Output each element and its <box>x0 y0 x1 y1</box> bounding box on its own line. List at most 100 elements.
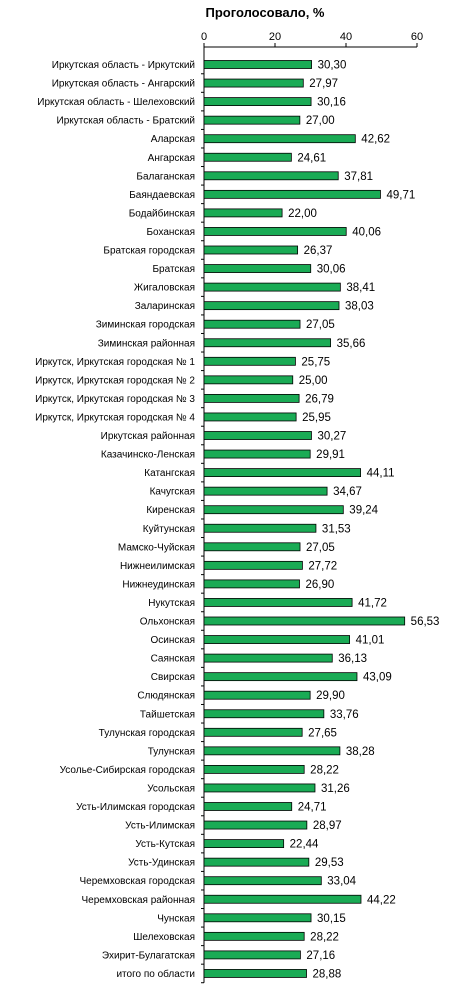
category-label: Ангарская <box>148 153 195 164</box>
value-label: 43,09 <box>363 672 392 684</box>
value-label: 31,53 <box>322 523 351 535</box>
category-label: Братская городская <box>103 246 195 257</box>
bar-row: Нижнеилимская 27,72 <box>120 560 337 576</box>
bar <box>203 486 328 496</box>
value-label: 24,61 <box>297 152 326 164</box>
category-label: Усть-Илимская городская <box>76 802 195 813</box>
bar <box>203 375 294 385</box>
bar <box>203 245 299 255</box>
category-label: Качугская <box>150 487 195 498</box>
category-label: Иркутск, Иркутская городская № 3 <box>35 394 195 405</box>
value-label: 25,95 <box>302 412 331 424</box>
category-label: Зиминская городская <box>96 320 195 331</box>
category-label: Тайшетская <box>140 709 195 720</box>
bar <box>203 227 347 236</box>
value-label: 41,01 <box>356 635 385 647</box>
category-label: Усольская <box>147 783 195 794</box>
bar-row: Зиминская городская 27,05 <box>96 319 335 334</box>
value-label: 56,53 <box>411 616 440 628</box>
chart-title: Проголосовало, % <box>206 5 325 20</box>
value-label: 22,44 <box>290 839 319 851</box>
value-label: 40,06 <box>352 226 381 238</box>
bar <box>203 876 322 886</box>
value-label: 39,24 <box>349 505 378 517</box>
value-label: 30,27 <box>317 431 346 443</box>
bar-row: Иркутск, Иркутская городская № 2 25,00 <box>35 375 328 390</box>
bar-row: Жигаловская 38,41 <box>134 282 375 297</box>
bar-row: Боханская 40,06 <box>146 226 381 242</box>
bar <box>203 134 356 144</box>
bar-row: Бодайбинская 22,00 <box>129 207 317 223</box>
bar-row: Саянская 36,13 <box>151 653 367 668</box>
category-label: Чунская <box>157 913 195 924</box>
x-tick-label: 40 <box>340 31 352 43</box>
bar <box>203 616 406 626</box>
bar <box>203 282 341 292</box>
value-label: 38,28 <box>346 746 375 758</box>
value-label: 27,65 <box>308 727 337 739</box>
bar <box>203 690 311 700</box>
category-label: Иркутск, Иркутская городская № 4 <box>35 412 195 423</box>
bar-row: Катангская 44,11 <box>144 468 395 483</box>
value-label: 27,00 <box>306 115 335 127</box>
value-label: 28,22 <box>310 931 339 943</box>
bar <box>203 431 312 440</box>
value-label: 27,05 <box>306 319 335 331</box>
bar-row: Чунская 30,15 <box>157 913 346 928</box>
category-label: Казачинско-Ленская <box>101 450 195 461</box>
bar <box>203 171 339 181</box>
bar-row: Усть-Илимская городская 24,71 <box>76 802 327 817</box>
bar <box>203 97 312 106</box>
category-label: Киренская <box>146 505 195 516</box>
bar-row: Усть-Кутская 22,44 <box>135 839 319 854</box>
value-label: 27,97 <box>309 78 338 90</box>
category-label: Нукутская <box>148 598 195 609</box>
bar-row: Тайшетская 33,76 <box>140 709 359 724</box>
value-label: 30,15 <box>317 913 346 925</box>
category-label: Свирская <box>151 672 195 683</box>
bar-row: Иркутская область - Иркутский 30,30 <box>52 59 347 75</box>
bar <box>203 412 297 422</box>
bar-row: Усолье-Сибирская городская 28,22 <box>60 764 339 780</box>
bar <box>203 598 353 607</box>
bar-row: Куйтунская 31,53 <box>143 523 351 539</box>
bar-row: Усольская 31,26 <box>147 783 350 798</box>
bar <box>203 319 301 329</box>
value-label: 30,30 <box>318 60 347 72</box>
bar <box>203 950 301 960</box>
bar <box>203 727 303 737</box>
category-label: Баяндаевская <box>129 190 195 201</box>
bar-row: Свирская 43,09 <box>151 672 392 687</box>
value-label: 27,05 <box>306 542 335 554</box>
category-label: Усть-Илимская <box>125 821 195 832</box>
value-label: 29,91 <box>316 449 345 461</box>
bar <box>203 115 301 125</box>
bar-row: Киренская 39,24 <box>146 505 379 520</box>
category-label: Братская <box>152 264 195 275</box>
category-label: Усть-Кутская <box>135 839 195 850</box>
bar <box>203 560 303 570</box>
value-label: 24,71 <box>298 802 327 814</box>
category-label: Иркутская область - Братский <box>57 115 195 127</box>
x-tick-label: 60 <box>411 31 423 43</box>
bar-row: Мамско-Чуйская 27,05 <box>118 542 335 557</box>
bar <box>203 709 325 719</box>
value-label: 38,41 <box>346 282 375 294</box>
category-label: Ольхонская <box>140 617 195 628</box>
bar-row: Тулунская городская 27,65 <box>99 727 337 743</box>
bar-row: Иркутск, Иркутская городская № 4 25,95 <box>35 412 331 427</box>
category-label: Иркутская область - Иркутский <box>52 59 195 71</box>
bar-row: Усть-Илимская 28,97 <box>125 820 342 835</box>
bar-row: Иркутская область - Шелеховский 30,16 <box>37 96 346 112</box>
category-label: Аларская <box>151 134 195 145</box>
bar-row: Осинская 41,01 <box>151 635 385 650</box>
bar <box>203 449 311 459</box>
bar-row: Казачинско-Ленская 29,91 <box>101 449 345 464</box>
value-label: 30,06 <box>317 264 346 276</box>
value-label: 33,04 <box>327 876 356 888</box>
value-label: 29,53 <box>315 857 344 869</box>
bar-row: Черемховская районная 44,22 <box>81 894 396 910</box>
category-label: Тулунская городская <box>99 728 195 739</box>
bar <box>203 969 307 978</box>
bar <box>203 913 312 923</box>
